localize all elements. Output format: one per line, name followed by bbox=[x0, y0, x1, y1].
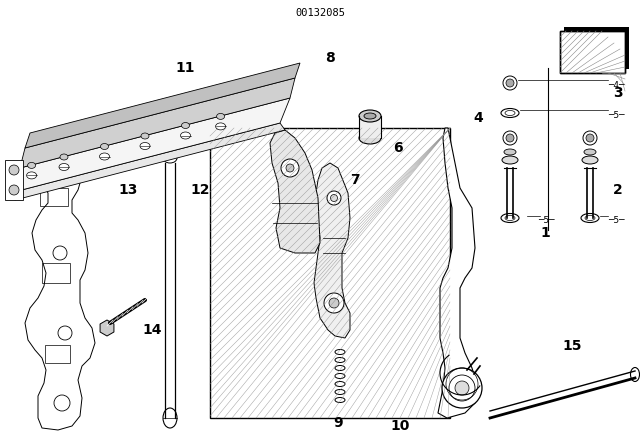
Text: 13: 13 bbox=[118, 183, 138, 197]
Polygon shape bbox=[270, 130, 320, 253]
Text: 2: 2 bbox=[613, 183, 623, 197]
Bar bbox=[560, 31, 625, 73]
Bar bbox=[210, 128, 450, 418]
Polygon shape bbox=[25, 143, 95, 430]
Bar bbox=[42, 263, 70, 283]
Circle shape bbox=[54, 395, 70, 411]
Circle shape bbox=[442, 368, 482, 408]
Ellipse shape bbox=[582, 156, 598, 164]
Circle shape bbox=[324, 293, 344, 313]
Ellipse shape bbox=[163, 153, 177, 163]
Circle shape bbox=[281, 159, 299, 177]
Bar bbox=[210, 128, 450, 418]
Circle shape bbox=[9, 185, 19, 195]
Text: 9: 9 bbox=[333, 416, 343, 430]
Circle shape bbox=[506, 134, 514, 142]
Text: 12: 12 bbox=[190, 183, 210, 197]
Text: 10: 10 bbox=[390, 419, 410, 433]
Text: 8: 8 bbox=[325, 51, 335, 65]
Ellipse shape bbox=[27, 172, 36, 179]
Ellipse shape bbox=[630, 367, 639, 382]
Ellipse shape bbox=[141, 133, 149, 139]
Circle shape bbox=[449, 375, 475, 401]
Ellipse shape bbox=[327, 191, 341, 205]
Polygon shape bbox=[438, 128, 478, 418]
Circle shape bbox=[506, 79, 514, 87]
Ellipse shape bbox=[502, 156, 518, 164]
Ellipse shape bbox=[99, 153, 109, 160]
Bar bbox=[564, 27, 629, 69]
Ellipse shape bbox=[59, 164, 69, 171]
Circle shape bbox=[47, 165, 63, 181]
Ellipse shape bbox=[330, 194, 337, 202]
Text: ─5─: ─5─ bbox=[538, 215, 554, 224]
Ellipse shape bbox=[28, 162, 36, 168]
Ellipse shape bbox=[364, 113, 376, 119]
Text: 00132085: 00132085 bbox=[295, 8, 345, 18]
Bar bbox=[359, 116, 381, 138]
Circle shape bbox=[286, 164, 294, 172]
Ellipse shape bbox=[180, 132, 191, 139]
Text: 15: 15 bbox=[563, 339, 582, 353]
Text: 7: 7 bbox=[350, 173, 360, 187]
Ellipse shape bbox=[100, 143, 109, 150]
Ellipse shape bbox=[60, 154, 68, 160]
Bar bbox=[45, 345, 70, 363]
Text: 14: 14 bbox=[142, 323, 162, 337]
Ellipse shape bbox=[504, 149, 516, 155]
Circle shape bbox=[9, 165, 19, 175]
Circle shape bbox=[53, 246, 67, 260]
Ellipse shape bbox=[163, 124, 177, 132]
Ellipse shape bbox=[140, 142, 150, 150]
Text: 4: 4 bbox=[473, 111, 483, 125]
Polygon shape bbox=[20, 78, 295, 168]
Text: ─5─: ─5─ bbox=[608, 111, 625, 120]
Ellipse shape bbox=[165, 138, 175, 148]
Bar bbox=[5, 160, 23, 200]
Ellipse shape bbox=[182, 122, 189, 129]
Polygon shape bbox=[10, 98, 290, 193]
Circle shape bbox=[455, 381, 469, 395]
Polygon shape bbox=[25, 63, 300, 148]
Text: 11: 11 bbox=[175, 61, 195, 75]
Text: 1: 1 bbox=[540, 226, 550, 240]
Bar bbox=[40, 188, 68, 206]
Text: 3: 3 bbox=[613, 86, 623, 100]
Polygon shape bbox=[10, 123, 285, 200]
Circle shape bbox=[329, 298, 339, 308]
Text: 6: 6 bbox=[393, 141, 403, 155]
Ellipse shape bbox=[359, 110, 381, 122]
Text: ─5─: ─5─ bbox=[608, 215, 625, 224]
Ellipse shape bbox=[216, 113, 225, 120]
Ellipse shape bbox=[163, 408, 177, 428]
Ellipse shape bbox=[359, 132, 381, 144]
Text: ─4─: ─4─ bbox=[608, 81, 625, 90]
Bar bbox=[560, 31, 625, 73]
Circle shape bbox=[58, 326, 72, 340]
Ellipse shape bbox=[584, 149, 596, 155]
Ellipse shape bbox=[216, 123, 226, 130]
Polygon shape bbox=[314, 163, 350, 338]
Circle shape bbox=[586, 134, 594, 142]
